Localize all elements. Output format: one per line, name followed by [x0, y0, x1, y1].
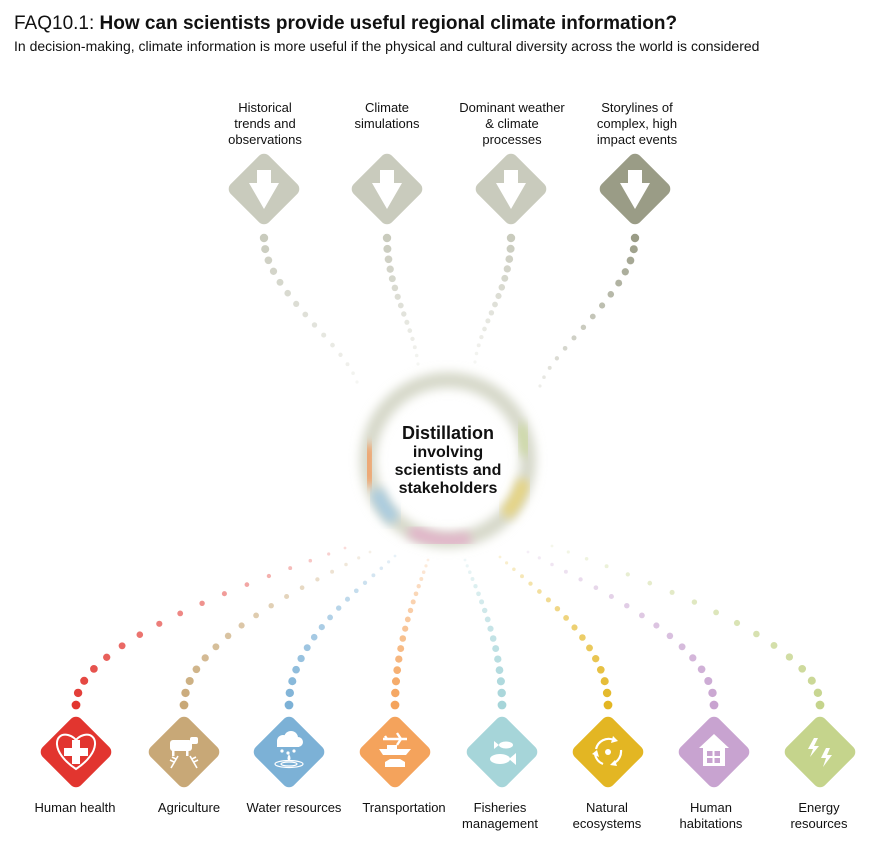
header: FAQ10.1: How can scientists provide usef…	[14, 12, 874, 55]
health-cross-icon	[56, 733, 96, 771]
source-label-historical: Historical trends and observations	[228, 100, 302, 147]
source-label-processes: Dominant weather & climate processes	[459, 100, 565, 147]
sector-diamonds	[40, 716, 856, 788]
sector-dots-7	[550, 544, 825, 710]
sector-diamond-6	[678, 716, 750, 788]
distillation-ring	[360, 372, 536, 548]
sector-diamond-0	[40, 716, 112, 788]
title-text: How can scientists provide useful region…	[99, 13, 678, 34]
cloud-rain-icon	[274, 731, 304, 769]
lightning-icon	[808, 738, 832, 767]
sector-label-habitations: Human habitations	[679, 800, 743, 831]
down-arrow-icon	[620, 170, 650, 209]
center-line-3: scientists and	[394, 462, 502, 479]
sector-label-transportation: Transportation	[362, 800, 446, 815]
source-diamond-1	[351, 153, 423, 225]
sector-dots-6	[526, 550, 719, 710]
source-dots-2	[473, 233, 516, 364]
fish-icon	[490, 741, 516, 765]
source-dots-3	[538, 233, 640, 388]
source-diamond-0	[228, 153, 300, 225]
house-icon	[699, 734, 729, 766]
center-line-2: involving	[412, 444, 484, 461]
sector-label-agriculture: Agriculture	[157, 800, 221, 815]
sector-dots-0	[71, 546, 347, 710]
sector-label-ecosystems: Natural ecosystems	[572, 800, 642, 831]
sector-dots-3	[390, 558, 430, 710]
source-diamond-3	[599, 153, 671, 225]
sector-label-energy: Energy resources	[790, 800, 848, 831]
sector-label-fisheries: Fisheries management	[462, 800, 538, 831]
sector-dots-5	[498, 555, 613, 710]
source-diamond-2	[475, 153, 547, 225]
sector-dots-4	[463, 558, 507, 710]
sector-diamond-1	[148, 716, 220, 788]
distillation-label: Distillation involving scientists and st…	[378, 422, 518, 498]
source-diamonds	[228, 153, 671, 225]
source-label-simulations: Climate simulations	[354, 100, 420, 131]
center-line-4: stakeholders	[398, 480, 498, 497]
cycle-icon	[592, 736, 623, 766]
center-line-1: Distillation	[401, 423, 494, 443]
down-arrow-icon	[496, 170, 526, 209]
sector-diamond-4	[466, 716, 538, 788]
sector-diamond-7	[784, 716, 856, 788]
page-title: FAQ10.1: How can scientists provide usef…	[14, 12, 874, 36]
source-dots-0	[259, 233, 359, 384]
sector-dots-2	[284, 554, 397, 710]
page-subtitle: In decision-making, climate information …	[14, 38, 760, 54]
dot-connectors	[71, 233, 825, 710]
sector-dots-1	[179, 550, 372, 710]
sector-label-water-resources: Water resources	[246, 800, 342, 815]
down-arrow-icon	[372, 170, 402, 209]
sector-diamond-3	[359, 716, 431, 788]
cow-wheat-icon	[169, 737, 199, 769]
sector-label-human-health: Human health	[34, 800, 116, 815]
source-dots-1	[382, 233, 420, 366]
title-prefix: FAQ10.1:	[14, 13, 100, 34]
down-arrow-icon	[249, 170, 279, 209]
plane-ship-car-icon	[379, 732, 411, 767]
sector-diamond-5	[572, 716, 644, 788]
sector-diamond-2	[253, 716, 325, 788]
source-label-storylines: Storylines of complex, high impact event…	[596, 100, 678, 147]
